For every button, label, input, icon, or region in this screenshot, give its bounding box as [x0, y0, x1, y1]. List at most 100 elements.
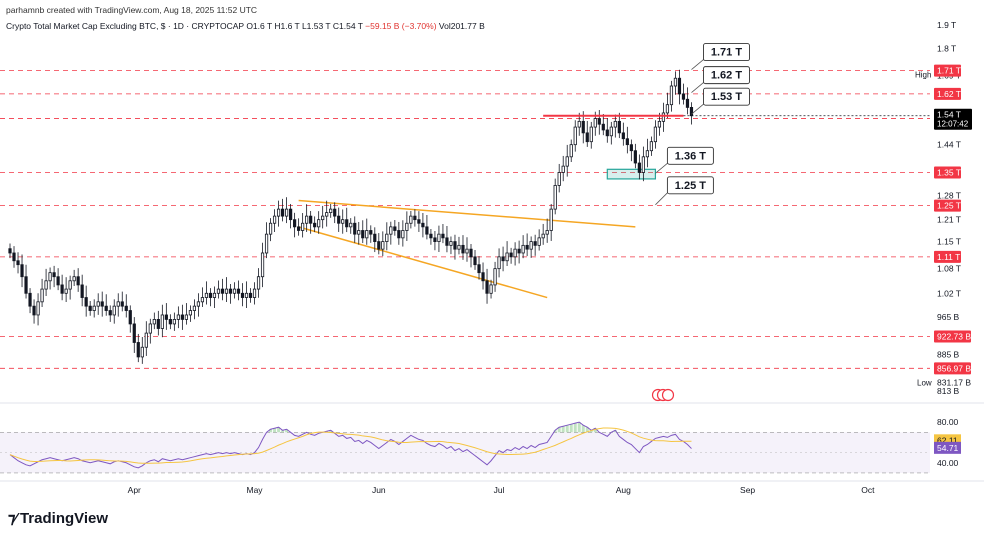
candle [397, 221, 401, 245]
candle-body-down [485, 280, 489, 294]
candle [537, 229, 541, 251]
candle [353, 216, 357, 243]
candle-body-down [453, 241, 457, 250]
candle [12, 246, 16, 268]
candle-body-down [28, 292, 32, 307]
candle-body-down [413, 215, 417, 221]
candle [441, 223, 445, 244]
candle [220, 278, 225, 301]
level-badge: 1.35 T [934, 166, 961, 179]
callout-pointer [655, 192, 668, 206]
candle-body-up [329, 208, 333, 214]
candle [268, 218, 273, 242]
candle [645, 138, 649, 168]
callout-label: 1.62 T [711, 70, 742, 82]
candle [553, 178, 557, 215]
candle [56, 268, 60, 291]
candle-body-down [16, 260, 20, 266]
candle-body-up [264, 233, 269, 254]
candle [393, 220, 397, 236]
candle-body-up [589, 126, 593, 143]
candle-body-up [36, 301, 40, 316]
candle [405, 211, 409, 241]
price-axis-tick: 1.15 T [937, 237, 961, 247]
candle [513, 242, 517, 266]
candle [421, 213, 425, 238]
candle-body-down [629, 144, 633, 152]
candle-body-up [148, 323, 152, 334]
candle [176, 306, 180, 329]
open-value: O1.6 T [246, 21, 272, 31]
candle-body-up [557, 172, 561, 186]
candle-body-up [401, 230, 405, 239]
candle-body-up [385, 233, 389, 242]
candle-body-up [48, 272, 52, 282]
candle [417, 211, 421, 232]
level-badge-label: 1.62 T [937, 89, 961, 99]
candle-body-up [661, 112, 666, 122]
candle-body-up [172, 319, 176, 325]
candle [533, 234, 537, 256]
candle [100, 291, 104, 317]
level-badge-label: 1.11 T [937, 252, 960, 262]
candle-body-down [461, 244, 465, 254]
candle [72, 269, 76, 287]
candle-body-up [325, 212, 329, 217]
candle [144, 321, 148, 356]
candle [236, 280, 241, 301]
candle-body-up [609, 126, 613, 137]
candle [80, 274, 84, 307]
candle-body-up [465, 248, 469, 254]
candle-body-down [313, 222, 317, 228]
candle [325, 200, 329, 227]
symbol-title[interactable]: Crypto Total Market Cap Excluding BTC, $… [6, 21, 244, 31]
candle [549, 203, 553, 241]
candle [497, 248, 501, 278]
price-axis-tick: 1.28 T [937, 190, 961, 200]
chart-credit: parhamnb created with TradingView.com, A… [6, 5, 258, 15]
price-axis-tick: 1.08 T [937, 264, 961, 274]
candle [216, 280, 221, 299]
candle-body-down [124, 305, 128, 311]
candle [509, 247, 513, 264]
low-value: L1.53 T [301, 21, 331, 31]
level-badge-label: 1.71 T [937, 66, 961, 76]
candle [541, 223, 545, 245]
rsi-line [9, 421, 692, 469]
candle-body-down [501, 256, 505, 262]
candle-body-up [489, 284, 493, 294]
candle-body-up [673, 77, 678, 87]
candle-body-down [236, 288, 241, 294]
candle-body-down [425, 226, 429, 235]
candle [489, 279, 493, 299]
candle [256, 268, 261, 298]
callout-box [703, 43, 750, 62]
candle [401, 220, 405, 247]
candle [212, 286, 217, 309]
level-badge-bg [934, 199, 961, 212]
candle [621, 122, 625, 146]
candle-body-up [301, 222, 305, 231]
time-axis-label: Jun [372, 485, 386, 495]
candle [601, 113, 605, 136]
price-callout: 1.71 T [691, 43, 750, 70]
candle-body-up [252, 288, 257, 298]
candle [569, 139, 573, 163]
price-callout: 1.25 T [655, 176, 714, 206]
candle-body-down [289, 208, 293, 221]
candle [188, 305, 192, 322]
candle [661, 102, 666, 132]
candle [605, 118, 609, 143]
candle [76, 268, 80, 292]
candle-body-up [44, 280, 48, 290]
level-badge: 856.97 B [934, 362, 971, 375]
candle [573, 120, 577, 152]
candle [305, 204, 309, 232]
candle-body-up [405, 222, 409, 231]
candle-body-up [669, 85, 674, 106]
candle [124, 294, 128, 318]
candle-body-up [457, 244, 461, 250]
candle-body-up [268, 222, 273, 235]
candle [8, 243, 12, 259]
